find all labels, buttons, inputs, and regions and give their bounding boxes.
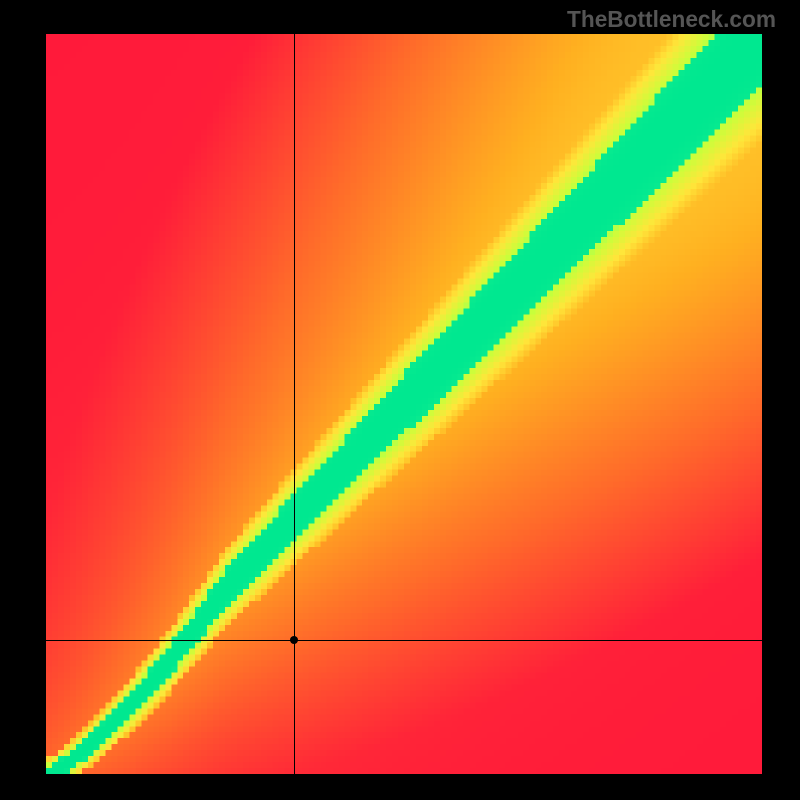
chart-container: TheBottleneck.com: [0, 0, 800, 800]
crosshair-marker: [290, 636, 298, 644]
crosshair-horizontal: [46, 640, 762, 641]
watermark: TheBottleneck.com: [567, 6, 776, 33]
crosshair-vertical: [294, 34, 295, 774]
bottleneck-heatmap: [46, 34, 762, 774]
